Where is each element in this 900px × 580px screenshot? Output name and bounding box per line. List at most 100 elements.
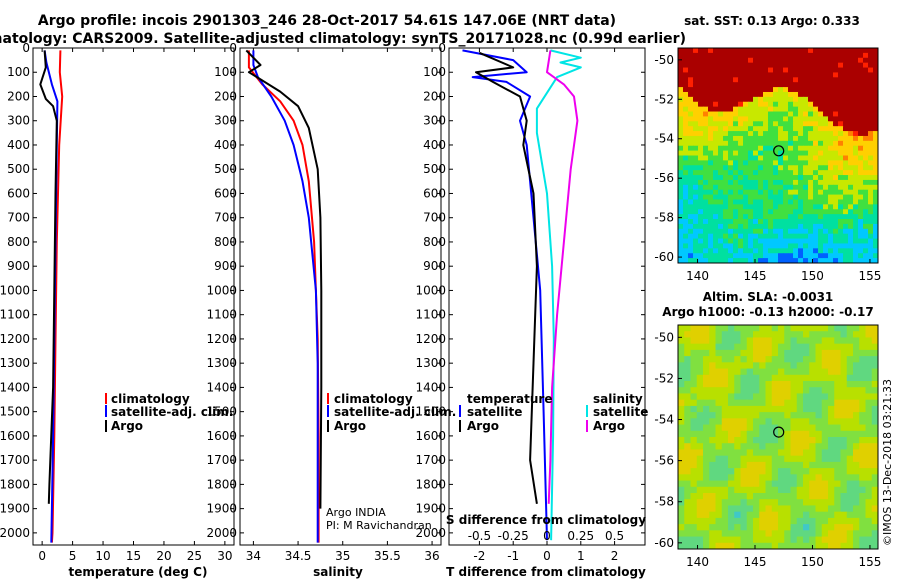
y-tick-label: 1900: [415, 502, 446, 516]
map-cell: [843, 219, 849, 225]
map-cell: [771, 455, 779, 463]
map-cell: [718, 62, 724, 69]
map-cell: [853, 106, 859, 113]
map-cell: [873, 223, 879, 230]
y-tick-label: 200: [214, 89, 237, 103]
map-cell: [683, 209, 689, 215]
map-cell: [803, 135, 809, 142]
map-cell: [815, 511, 823, 519]
map-cell: [853, 150, 859, 156]
map-cell: [778, 111, 784, 117]
map-cell: [728, 179, 734, 186]
map-cell: [696, 505, 704, 513]
map-cell: [743, 145, 749, 152]
map-cell: [683, 72, 689, 78]
map-cell: [783, 214, 789, 220]
y-tick-label: 1400: [0, 380, 30, 394]
map-cell: [858, 253, 864, 259]
map-cell: [808, 253, 814, 259]
map-cell: [753, 135, 759, 142]
map-cell: [738, 48, 744, 54]
map-cell: [743, 121, 749, 127]
map-cell: [871, 493, 879, 500]
map-cell: [846, 418, 854, 426]
map-cell: [833, 77, 839, 83]
map-cell: [846, 430, 854, 438]
map-cell: [723, 111, 729, 117]
map-cell: [838, 179, 844, 186]
map-cell: [748, 179, 754, 186]
map-cell: [734, 530, 741, 538]
map-cell: [859, 418, 866, 426]
x-tick-label: 36: [424, 549, 439, 563]
map-cell: [763, 106, 769, 113]
map-cell: [723, 175, 729, 181]
map-cell: [693, 189, 699, 196]
y-tick-label: 2000: [206, 526, 237, 540]
map-cell: [765, 424, 773, 432]
map-cell: [678, 243, 684, 249]
map-cell: [868, 77, 874, 83]
map-cell: [865, 449, 873, 457]
map-cell: [834, 412, 841, 419]
map-cell: [853, 209, 859, 215]
map-cell: [843, 140, 849, 147]
map-cell: [846, 461, 854, 469]
map-cell: [678, 455, 685, 463]
map-cell: [703, 511, 710, 519]
map-cell: [838, 248, 844, 254]
map-cell: [808, 243, 814, 249]
map-cell: [848, 140, 854, 147]
map-cell: [703, 486, 710, 494]
map-cell: [803, 248, 809, 254]
map-cell: [778, 393, 785, 401]
map-cell: [753, 184, 759, 191]
map-x-tick-label: 140: [686, 555, 709, 569]
map-cell: [853, 253, 859, 259]
map-cell: [808, 228, 814, 235]
map-cell: [796, 430, 804, 438]
map-cell: [843, 243, 849, 249]
map-cell: [763, 82, 769, 88]
map-cell: [809, 530, 816, 538]
map-cell: [873, 121, 879, 127]
map-cell: [859, 517, 866, 525]
map-cell: [871, 505, 879, 513]
map-cell: [698, 111, 704, 117]
map-cell: [748, 199, 754, 205]
map-cell: [709, 325, 716, 332]
map-cell: [778, 155, 784, 161]
map-cell: [793, 194, 799, 200]
map-cell: [728, 461, 735, 469]
map-cell: [693, 219, 699, 225]
map-cell: [708, 253, 714, 259]
map-cell: [678, 140, 684, 147]
map-cell: [813, 87, 819, 93]
credit-text: ©IMOS 13-Dec-2018 03:21:33: [881, 379, 894, 546]
map-cell: [773, 111, 779, 117]
map-cell: [771, 499, 779, 506]
map-cell: [698, 52, 704, 59]
map-cell: [823, 57, 829, 64]
map-cell: [840, 412, 848, 419]
map-cell: [778, 455, 785, 463]
map-cell: [748, 219, 754, 225]
map-cell: [803, 57, 809, 64]
map-cell: [873, 131, 879, 137]
map-cell: [696, 455, 704, 463]
map-cell: [721, 486, 729, 494]
map-cell: [718, 101, 724, 108]
map-cell: [828, 184, 834, 191]
map-cell: [803, 243, 809, 249]
map-cell: [808, 214, 814, 220]
map-cell: [859, 430, 866, 438]
map-cell: [873, 233, 879, 240]
map-cell: [803, 140, 809, 147]
map-cell: [678, 248, 684, 254]
map-cell: [823, 140, 829, 147]
map-cell: [828, 381, 835, 388]
map-cell: [771, 530, 779, 538]
map-cell: [748, 223, 754, 230]
map-cell: [709, 499, 716, 506]
map-cell: [793, 179, 799, 186]
